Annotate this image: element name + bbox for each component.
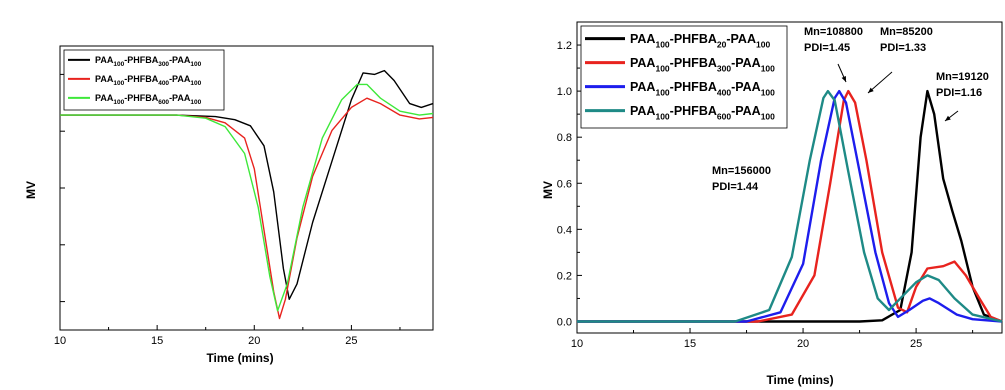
right-legend-label: PAA100-PHFBA600-PAA100 (630, 104, 775, 121)
right-annotations: Mn=156000 PDI=1.44 Mn=108800 PDI=1.45 Mn=852… (712, 26, 989, 193)
left-legend-entries: PAA100-PHFBA300-PAA100 PAA100-PHFBA400-PA… (68, 55, 202, 106)
left-x-tick-label: 20 (248, 335, 260, 347)
left-x-tick-label: 10 (54, 335, 66, 347)
left-legend: PAA100-PHFBA300-PAA100 PAA100-PHFBA400-PA… (63, 49, 225, 111)
annotation-arrowhead (841, 76, 846, 82)
right-series-group (577, 89, 1003, 323)
left-series-line-3 (60, 83, 434, 312)
right-y-axis-label: MV (541, 181, 555, 199)
annotation-text: PDI=1.33 (880, 42, 926, 54)
right-series-line-1 (577, 89, 1003, 323)
annotation-arrowhead (945, 115, 951, 121)
annotation-text: Mn=19120 (936, 71, 989, 83)
right-y-tick-label: 0.8 (557, 132, 572, 144)
left-series-line-1 (60, 69, 434, 300)
annotation-text: PDI=1.45 (804, 42, 850, 54)
left-x-axis-label: Time (mins) (206, 351, 273, 365)
annotation-arrowhead (868, 87, 874, 93)
right-y-ticks: 0.0 0.2 0.4 0.6 0.8 1.0 1.2 (557, 40, 582, 328)
annotation-text: Mn=85200 (880, 26, 933, 38)
left-series-group (60, 69, 434, 320)
right-y-tick-label: 1.0 (557, 86, 572, 98)
right-x-tick-label: 20 (797, 338, 809, 350)
left-x-tick-label: 25 (345, 335, 357, 347)
annotation-text: PDI=1.44 (712, 181, 759, 193)
left-series-line-2 (60, 97, 434, 320)
right-x-ticks: 10 15 20 25 (571, 328, 974, 350)
annotation-text: Mn=156000 (712, 165, 771, 177)
right-y-tick-label: 0.4 (557, 224, 572, 236)
right-legend-label: PAA100-PHFBA300-PAA100 (630, 56, 775, 73)
right-legend-box (580, 25, 788, 129)
right-x-axis-label: Time (mins) (766, 373, 833, 387)
left-legend-box (63, 49, 225, 111)
right-y-tick-label: 0.2 (557, 270, 572, 282)
right-legend-label: PAA100-PHFBA20-PAA100 (630, 32, 770, 49)
left-x-ticks: 10 15 20 25 (54, 325, 401, 347)
right-legend-entries: PAA100-PHFBA20-PAA100 PAA100-PHFBA300-PAA… (585, 32, 775, 121)
left-legend-label: PAA100-PHFBA600-PAA100 (95, 93, 202, 106)
right-chart: 10 15 20 25 0.0 0.2 0.4 0.6 0.8 1.0 1.2 PAA100-PH… (541, 21, 1003, 387)
right-legend-label: PAA100-PHFBA400-PAA100 (630, 80, 775, 97)
right-y-tick-label: 1.2 (557, 40, 572, 52)
left-x-tick-label: 15 (151, 335, 163, 347)
right-series-line-4 (577, 89, 1003, 323)
right-plot-frame (576, 21, 1003, 334)
left-y-axis-label: MV (24, 181, 38, 199)
right-x-tick-label: 25 (910, 338, 922, 350)
right-y-tick-label: 0.0 (557, 316, 572, 328)
right-series-line-2 (577, 89, 1003, 323)
right-x-tick-label: 10 (571, 338, 583, 350)
right-x-tick-label: 15 (684, 338, 696, 350)
right-y-tick-label: 0.6 (557, 178, 572, 190)
left-legend-label: PAA100-PHFBA300-PAA100 (95, 55, 202, 68)
annotation-text: PDI=1.16 (936, 87, 982, 99)
left-chart: 10 15 20 25 PAA100-PHFBA300-PAA100PAA100-PH… (24, 45, 434, 365)
right-series-line-3 (577, 89, 1003, 323)
right-legend: PAA100-PHFBA20-PAA100 PAA100-PHFBA300-PAA… (580, 25, 788, 129)
annotation-text: Mn=108800 (804, 26, 863, 38)
left-legend-label: PAA100-PHFBA400-PAA100 (95, 74, 202, 87)
